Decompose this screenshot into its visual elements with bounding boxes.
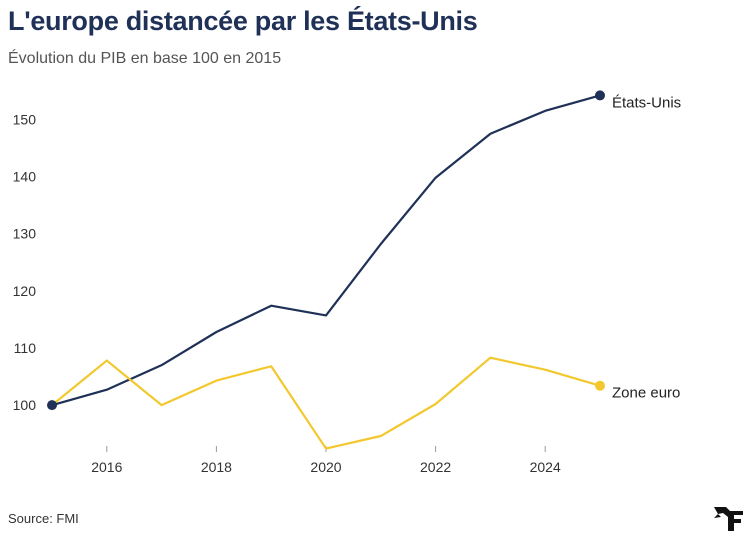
series-line-us xyxy=(50,94,602,407)
y-tick-label: 110 xyxy=(14,340,37,356)
x-tick-label: 2016 xyxy=(91,459,122,475)
series-label-us: États-Unis xyxy=(612,94,681,111)
x-tick-label: 2022 xyxy=(420,459,451,475)
y-axis-ticks: 100 110 120 130 140 150 xyxy=(13,111,37,413)
start-point-marker xyxy=(47,400,57,411)
y-tick-label: 100 xyxy=(13,397,37,413)
source-note: Source: FMI xyxy=(8,511,79,526)
x-axis-ticks: 2016 2018 2020 2022 2024 xyxy=(91,446,561,475)
end-point-marker-euro xyxy=(595,380,605,391)
series-line-euro xyxy=(50,356,602,450)
x-tick-label: 2018 xyxy=(201,459,232,475)
chart-title: L'europe distancée par les États-Unis xyxy=(8,6,478,36)
y-tick-label: 150 xyxy=(13,111,37,127)
x-tick-label: 2024 xyxy=(530,459,561,475)
end-point-marker-us xyxy=(595,90,605,101)
x-tick-label: 2020 xyxy=(310,459,341,475)
series-group xyxy=(47,90,605,450)
series-label-euro: Zone euro xyxy=(612,385,680,402)
y-tick-label: 140 xyxy=(13,169,37,185)
y-tick-label: 130 xyxy=(13,226,37,242)
series-labels: États-Unis Zone euro xyxy=(612,94,681,401)
le-figaro-logo-icon xyxy=(714,507,743,531)
chart-subtitle: Évolution du PIB en base 100 en 2015 xyxy=(8,50,282,67)
y-tick-label: 120 xyxy=(13,283,37,299)
